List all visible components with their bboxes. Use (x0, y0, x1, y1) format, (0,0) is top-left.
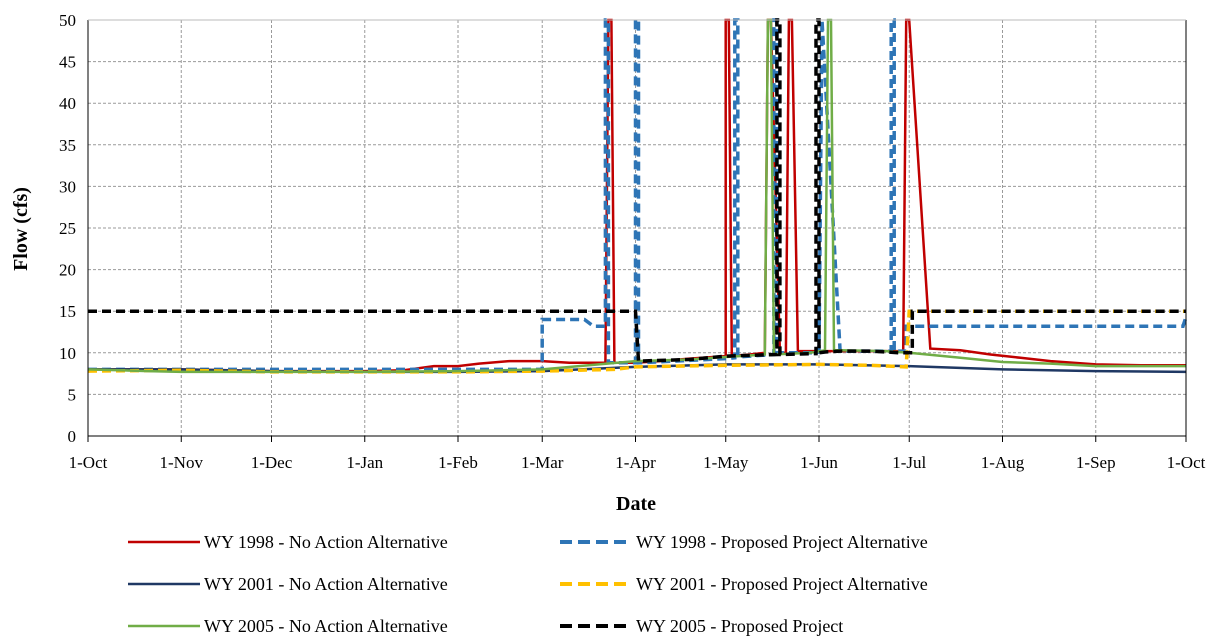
y-tick-label: 45 (59, 53, 76, 72)
x-tick-label: 1-Nov (160, 453, 204, 472)
x-tick-label: 1-Jan (346, 453, 383, 472)
x-tick-label: 1-Oct (69, 453, 108, 472)
legend-label: WY 1998 - No Action Alternative (204, 532, 448, 552)
y-tick-label: 20 (59, 261, 76, 280)
x-tick-label: 1-Jul (892, 453, 926, 472)
y-axis-title: Flow (cfs) (10, 187, 32, 271)
legend-label: WY 2005 - No Action Alternative (204, 616, 448, 636)
y-tick-label: 30 (59, 177, 76, 196)
y-tick-label: 0 (68, 427, 77, 446)
y-tick-label: 15 (59, 302, 76, 321)
legend: WY 1998 - No Action Alternative WY 1998 -… (128, 532, 928, 636)
x-tick-label: 1-Mar (521, 453, 564, 472)
x-tick-label: 1-Aug (981, 453, 1025, 472)
x-tick-label: 1-Dec (251, 453, 293, 472)
x-axis-title: Date (616, 493, 656, 515)
y-tick-label: 40 (59, 94, 76, 113)
y-tick-label: 50 (59, 11, 76, 30)
y-tick-label: 10 (59, 344, 76, 363)
legend-label: WY 2001 - No Action Alternative (204, 574, 448, 594)
tick-labels: 0 5 10 15 20 25 30 35 40 45 50 1-Oct 1-Nov 1-Dec 1-Jan… (59, 11, 1206, 472)
axes (87, 19, 1187, 442)
x-tick-label: 1-Apr (615, 453, 656, 472)
legend-label: WY 1998 - Proposed Project Alternative (636, 532, 928, 552)
x-tick-label: 1-Sep (1076, 453, 1116, 472)
x-tick-label: 1-May (703, 453, 749, 472)
legend-label: WY 2001 - Proposed Project Alternative (636, 574, 928, 594)
y-tick-label: 35 (59, 136, 76, 155)
series-lines (87, 18, 1188, 374)
y-tick-label: 5 (68, 385, 77, 404)
y-tick-label: 25 (59, 219, 76, 238)
x-tick-label: 1-Oct (1167, 453, 1206, 472)
x-tick-label: 1-Jun (800, 453, 838, 472)
x-tick-label: 1-Feb (438, 453, 478, 472)
legend-label: WY 2005 - Proposed Project (636, 616, 843, 636)
